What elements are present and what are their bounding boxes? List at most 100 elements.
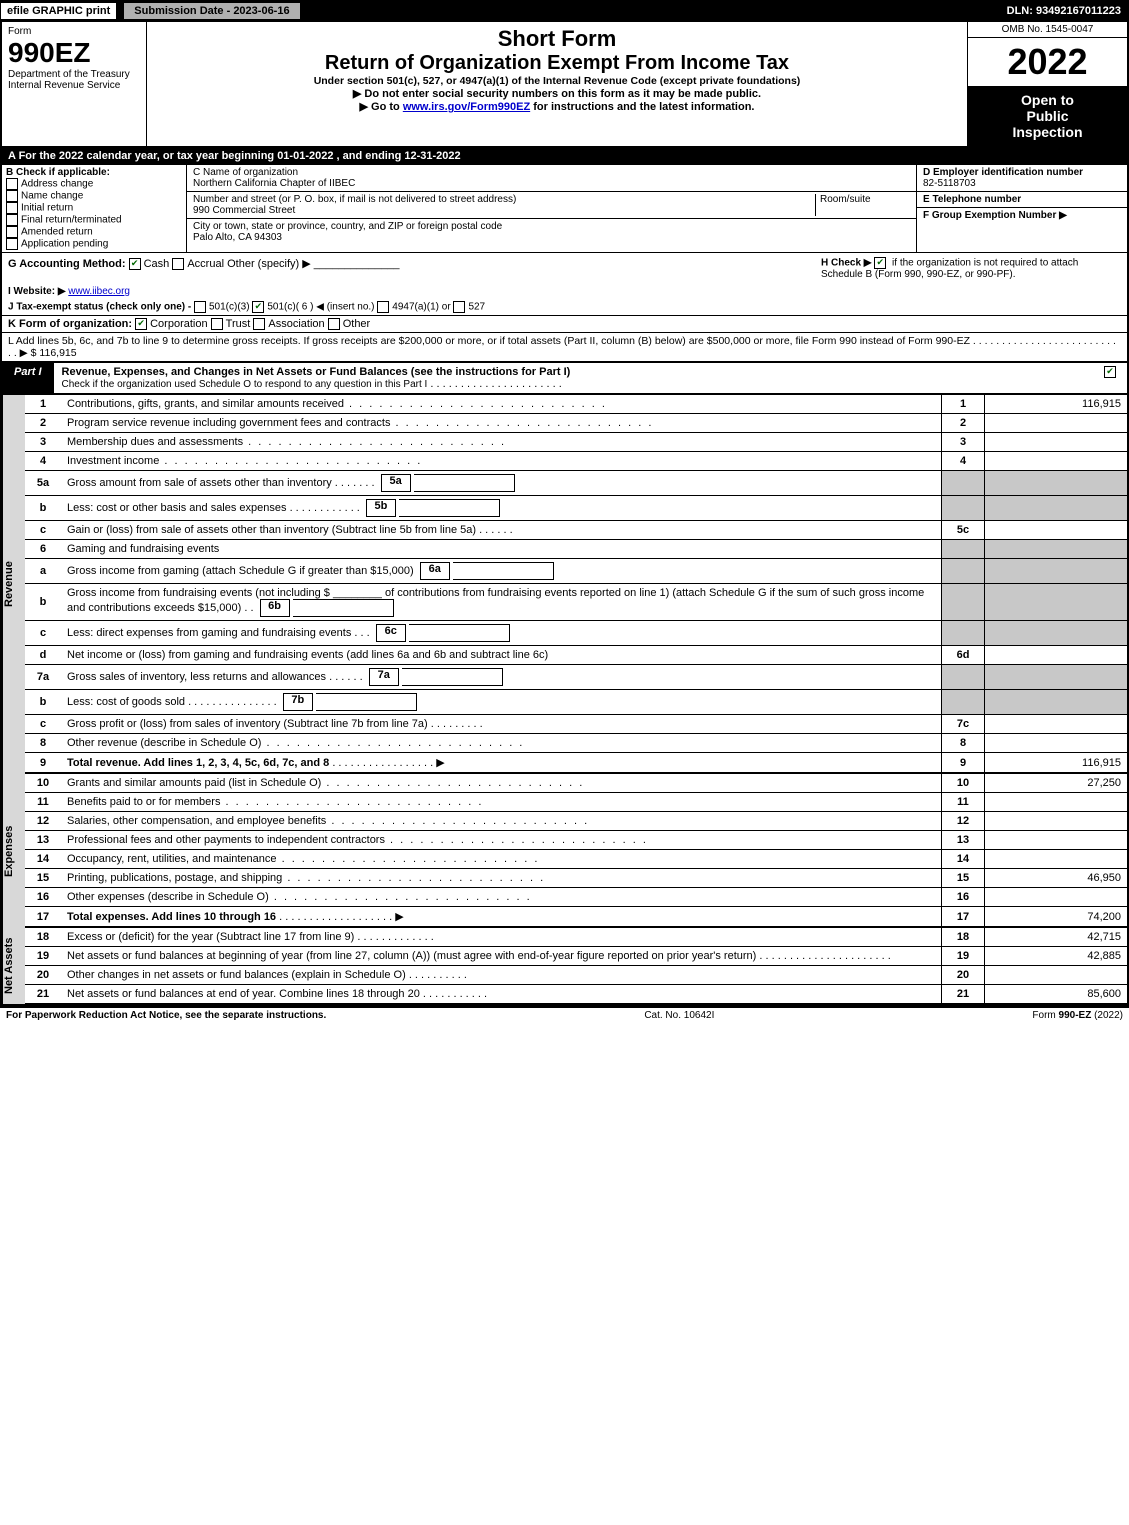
dln-text: DLN: 93492167011223 [1007,5,1129,17]
k-assoc: Association [268,318,324,330]
l-text: L Add lines 5b, 6c, and 7b to line 9 to … [8,335,970,347]
checkbox-501c3[interactable] [194,301,206,313]
i-label: I Website: ▶ [8,286,66,297]
checkbox-cash[interactable] [129,258,141,270]
g-other: Other (specify) ▶ [227,258,311,270]
sub-6b: 6b [260,599,290,617]
line-h: H Check ▶ if the organization is not req… [821,257,1121,280]
part-i-title: Revenue, Expenses, and Changes in Net As… [54,363,1096,393]
expenses-section: Expenses 10Grants and similar amounts pa… [0,774,1129,928]
k-corp: Corporation [150,318,207,330]
instr2-prefix: ▶ Go to [360,101,403,113]
line-g: G Accounting Method: Cash Accrual Other … [8,257,399,280]
line-8: 8Other revenue (describe in Schedule O)8 [25,734,1127,753]
line-13: 13Professional fees and other payments t… [25,831,1127,850]
checkbox-app-pending[interactable] [6,238,18,250]
b-address-change: Address change [6,178,182,190]
line-6c: cLess: direct expenses from gaming and f… [25,621,1127,646]
column-d-e-f: D Employer identification number 82-5118… [917,165,1127,252]
b-application-pending: Application pending [6,238,182,250]
tax-year: 2022 [968,38,1127,86]
e-label: E Telephone number [923,194,1021,205]
checkbox-final-return[interactable] [6,214,18,226]
checkbox-association[interactable] [253,318,265,330]
sub-5a: 5a [381,474,411,492]
val-7b[interactable] [316,693,417,711]
j-o4: 527 [468,302,485,313]
open-line3: Inspection [972,124,1123,140]
submission-date-tab: Submission Date - 2023-06-16 [123,2,300,20]
org-name-row: C Name of organization Northern Californ… [187,165,916,192]
open-line2: Public [972,108,1123,124]
footer-left: For Paperwork Reduction Act Notice, see … [6,1010,326,1021]
f-label: F Group Exemption Number ▶ [923,210,1067,221]
line-i: I Website: ▶ www.iibec.org [0,284,1129,299]
line-12: 12Salaries, other compensation, and empl… [25,812,1127,831]
checkbox-accrual[interactable] [172,258,184,270]
line-15: 15Printing, publications, postage, and s… [25,869,1127,888]
line-3: 3Membership dues and assessments3 [25,433,1127,452]
header-center: Short Form Return of Organization Exempt… [147,22,967,146]
addr-value: 990 Commercial Street [193,205,815,216]
g-label: G Accounting Method: [8,258,126,270]
footer-cat-no: Cat. No. 10642I [644,1010,714,1021]
val-5a[interactable] [414,474,515,492]
f-group: F Group Exemption Number ▶ [917,208,1127,223]
b-initial-return: Initial return [6,202,182,214]
sub-6c: 6c [376,624,406,642]
b-amended-return: Amended return [6,226,182,238]
checkbox-schedule-o[interactable] [1104,366,1116,378]
net-assets-table: 18Excess or (deficit) for the year (Subt… [25,928,1127,1004]
section-b-c-d: B Check if applicable: Address change Na… [0,165,1129,252]
checkbox-initial-return[interactable] [6,202,18,214]
revenue-section: Revenue 1Contributions, gifts, grants, a… [0,395,1129,774]
part-i-tab: Part I [2,363,54,393]
val-5b[interactable] [399,499,500,517]
val-6a[interactable] [453,562,554,580]
checkbox-address-change[interactable] [6,178,18,190]
short-form-title: Short Form [151,26,963,52]
sub-5b: 5b [366,499,396,517]
sub-6a: 6a [420,562,450,580]
checkbox-amended-return[interactable] [6,226,18,238]
line-16: 16Other expenses (describe in Schedule O… [25,888,1127,907]
val-7a[interactable] [402,668,503,686]
checkbox-trust[interactable] [211,318,223,330]
checkbox-name-change[interactable] [6,190,18,202]
checkbox-corporation[interactable] [135,318,147,330]
efile-print-button[interactable]: efile GRAPHIC print [0,2,117,20]
val-6c[interactable] [409,624,510,642]
line-g-h: G Accounting Method: Cash Accrual Other … [0,252,1129,284]
page-footer: For Paperwork Reduction Act Notice, see … [0,1006,1129,1023]
header-left: Form 990EZ Department of the Treasury In… [2,22,147,146]
line-7c: cGross profit or (loss) from sales of in… [25,715,1127,734]
checkbox-h[interactable] [874,257,886,269]
l-amount: ▶ $ 116,915 [20,347,77,359]
checkbox-4947[interactable] [377,301,389,313]
line-9: 9Total revenue. Add lines 1, 2, 3, 4, 5c… [25,753,1127,774]
k-other: Other [343,318,371,330]
city-row: City or town, state or province, country… [187,219,916,245]
form-subtitle: Under section 501(c), 527, or 4947(a)(1)… [151,75,963,87]
form-label: Form [8,26,140,37]
val-6b[interactable] [293,599,394,617]
org-name: Northern California Chapter of IIBEC [193,178,910,189]
irs-link[interactable]: www.irs.gov/Form990EZ [403,101,530,113]
j-o1: 501(c)(3) [209,302,250,313]
b-final-return: Final return/terminated [6,214,182,226]
line-6a: aGross income from gaming (attach Schedu… [25,559,1127,584]
d-ein: D Employer identification number 82-5118… [917,165,1127,192]
open-to-public-badge: Open to Public Inspection [968,86,1127,146]
checkbox-527[interactable] [453,301,465,313]
sub-7b: 7b [283,693,313,711]
net-assets-side-label: Net Assets [2,928,25,1004]
sub-7a: 7a [369,668,399,686]
line-6b: bGross income from fundraising events (n… [25,584,1127,621]
column-c: C Name of organization Northern Californ… [187,165,917,252]
form-title: Return of Organization Exempt From Incom… [151,52,963,75]
open-line1: Open to [972,92,1123,108]
instruction-ssn: ▶ Do not enter social security numbers o… [151,87,963,100]
checkbox-other-org[interactable] [328,318,340,330]
checkbox-501c[interactable] [252,301,264,313]
website-link[interactable]: www.iibec.org [68,286,130,297]
